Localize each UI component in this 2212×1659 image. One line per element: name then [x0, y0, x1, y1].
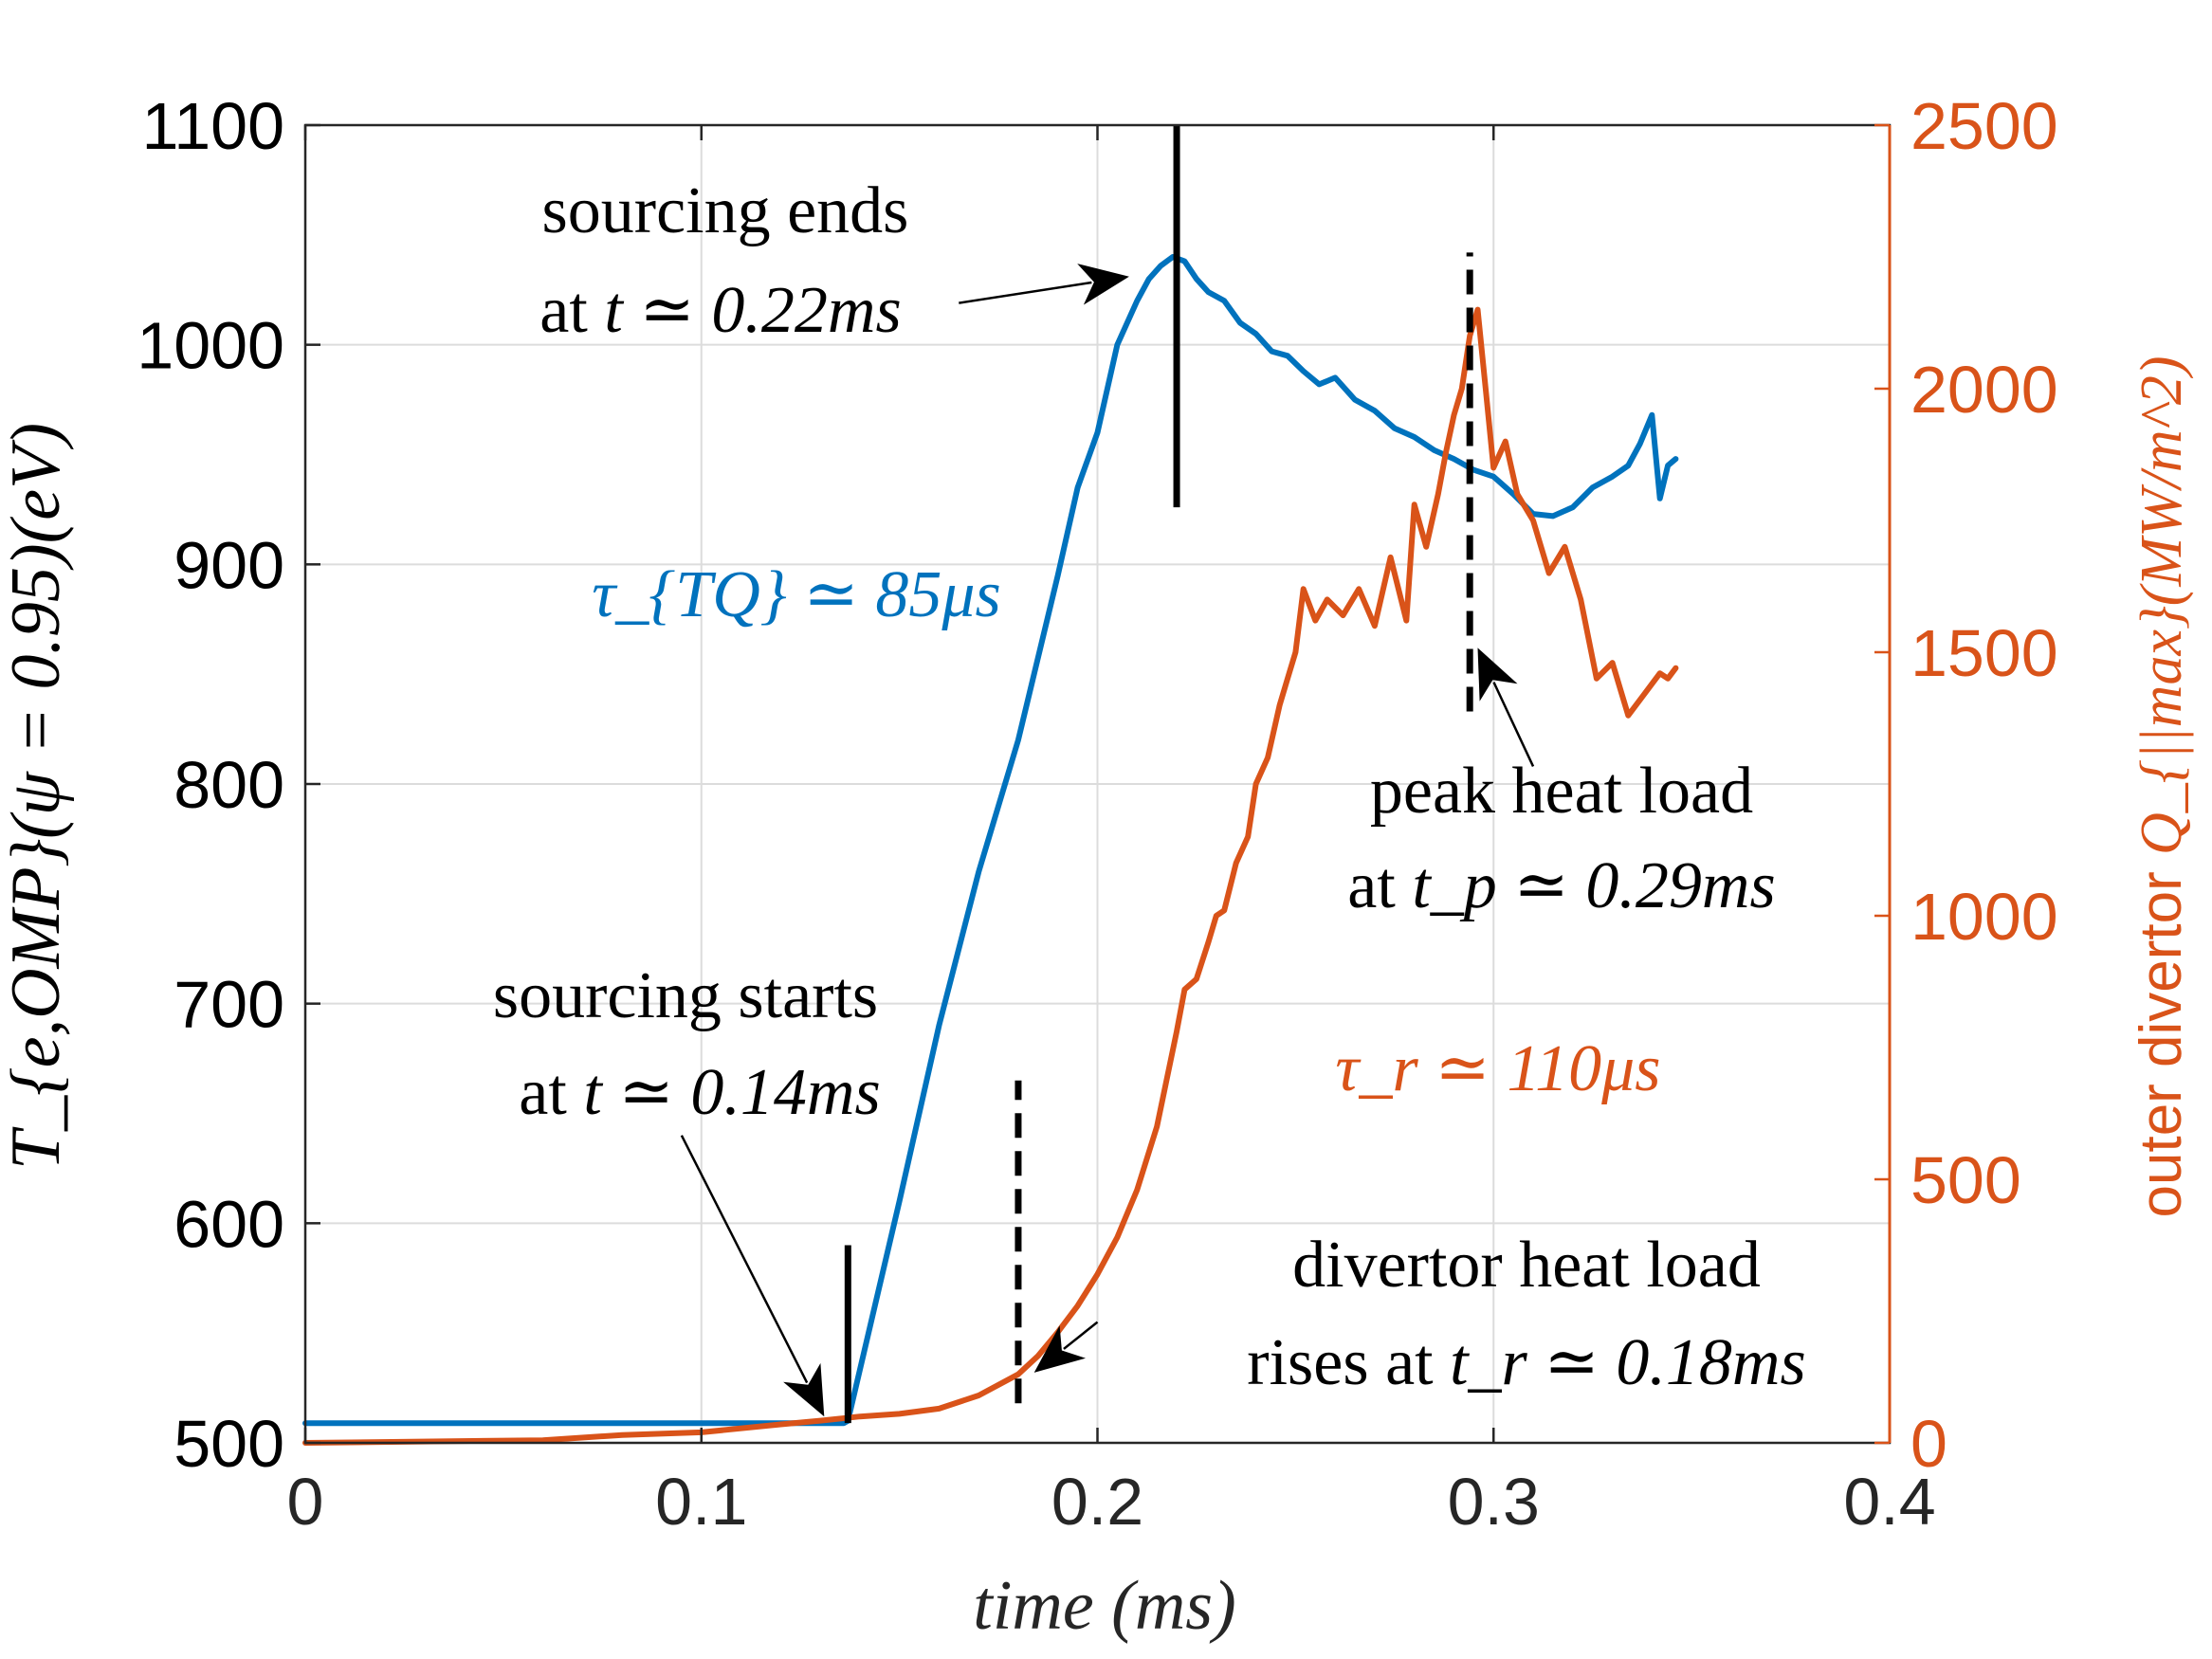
annotation-peak-line2: at t_p ≃ 0.29ms — [1347, 849, 1775, 922]
y-right-tick-label: 2000 — [1910, 353, 2058, 427]
annotations: sourcing ends at t ≃ 0.22ms sourcing sta… — [493, 174, 1806, 1399]
series-line-temperature — [302, 254, 1679, 1427]
arrow-head — [783, 1362, 825, 1417]
y-left-tick-label: 800 — [174, 748, 284, 822]
series-group — [302, 254, 1679, 1446]
series-line-heat-load — [302, 306, 1679, 1446]
arrow-head — [1477, 647, 1518, 702]
arrow-head — [1033, 1325, 1086, 1373]
x-tick-label: 0.3 — [1448, 1465, 1540, 1539]
y-axis-left-label: T_{e,OMP}(ψ = 0.95)(eV) — [0, 423, 75, 1170]
annotation-divertor-line1: divertor heat load — [1292, 1229, 1761, 1302]
y-left-tick-label: 500 — [174, 1407, 284, 1481]
y-left-tick-label: 900 — [174, 528, 284, 602]
annotation-arrows — [680, 264, 1535, 1417]
annotation-tau-r: τ_r ≃ 110μs — [1335, 1032, 1660, 1105]
x-tick-label: 0.2 — [1051, 1465, 1143, 1539]
y-axis-right-label: outer divertor Q_{||max}(MW/m^2) — [2129, 356, 2194, 1217]
annotation-sourcing-starts-line2: at t ≃ 0.14ms — [519, 1056, 880, 1129]
x-tick-label: 0.1 — [655, 1465, 747, 1539]
annotation-sourcing-starts-line1: sourcing starts — [493, 959, 878, 1032]
arrow-shaft — [1063, 1321, 1099, 1350]
annotation-tau-tq: τ_{TQ} ≃ 85μs — [592, 558, 1001, 631]
y-right-tick-label: 1000 — [1910, 880, 2058, 954]
y-right-tick-label: 1500 — [1910, 616, 2058, 690]
arrow-head — [1077, 264, 1129, 305]
annotation-peak-line1: peak heat load — [1370, 755, 1753, 828]
annotation-sourcing-ends-line1: sourcing ends — [542, 174, 909, 247]
y-right-tick-label: 500 — [1910, 1143, 2021, 1217]
y-right-tick-label: 2500 — [1910, 89, 2058, 163]
x-axis-label: time (ms) — [973, 1567, 1235, 1645]
y-left-tick-label: 600 — [174, 1187, 284, 1261]
annotation-sourcing-ends-line2: at t ≃ 0.22ms — [539, 274, 901, 347]
vertical-markers — [844, 125, 1473, 1424]
axes — [303, 123, 1892, 1445]
y-right-tick-label: 0 — [1910, 1407, 1947, 1481]
y-left-tick-label: 1100 — [141, 89, 284, 163]
tick-labels: 0 0.1 0.2 0.3 0.4500600700800900100011000500… — [137, 89, 2057, 1539]
arrow-shaft — [959, 281, 1092, 304]
arrow-shaft — [1492, 682, 1535, 767]
x-tick-label: 0.4 — [1843, 1465, 1935, 1539]
x-tick-label: 0 — [287, 1465, 324, 1539]
y-left-tick-label: 700 — [174, 968, 284, 1042]
annotation-divertor-line2: rises at t_r ≃ 0.18ms — [1247, 1326, 1805, 1399]
arrow-shaft — [680, 1135, 809, 1384]
y-left-tick-label: 1000 — [137, 309, 284, 383]
